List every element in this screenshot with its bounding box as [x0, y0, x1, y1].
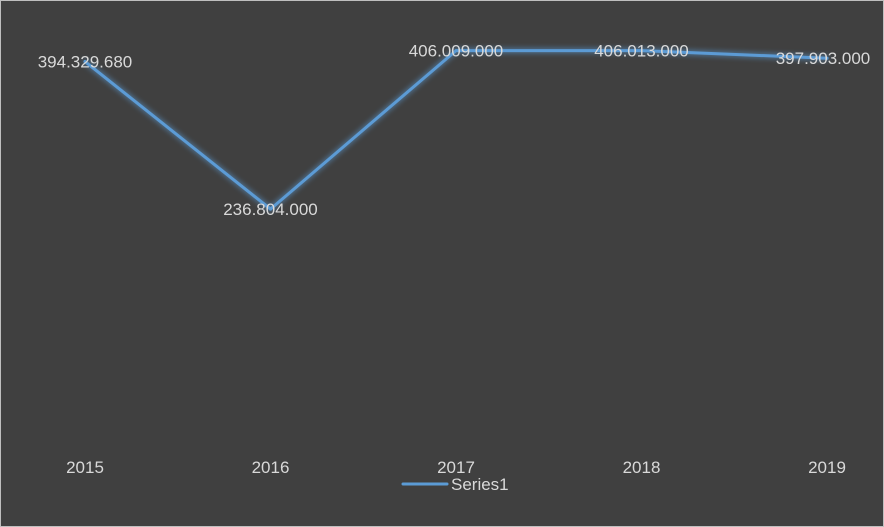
plot-layer: [83, 49, 829, 211]
data-label-2017: 406.009.000: [409, 42, 504, 61]
x-tick-label-2015: 2015: [66, 458, 104, 477]
data-point-2016: [269, 207, 272, 211]
data-point-2019: [825, 56, 829, 60]
data-label-2015: 394.329.680: [38, 53, 133, 72]
x-tick-label-2017: 2017: [437, 458, 475, 477]
data-point-2017: [454, 49, 458, 53]
data-labels: 394.329.680 236.804.000 406.009.000 406.013…: [38, 42, 871, 220]
x-tick-label-2018: 2018: [623, 458, 661, 477]
x-tick-label-2016: 2016: [252, 458, 290, 477]
data-point-2015: [83, 60, 87, 64]
x-tick-label-2019: 2019: [808, 458, 846, 477]
x-axis: 2015 2016 2017 2018 2019: [66, 458, 846, 477]
legend: Series1: [401, 475, 509, 494]
series-line-series1: [83, 49, 829, 211]
data-label-2018: 406.013.000: [594, 42, 689, 61]
data-label-2016: 236.804.000: [223, 200, 318, 219]
data-point-2018: [640, 49, 643, 53]
legend-series-label: Series1: [451, 475, 509, 494]
data-label-2019: 397.903.000: [776, 49, 871, 68]
